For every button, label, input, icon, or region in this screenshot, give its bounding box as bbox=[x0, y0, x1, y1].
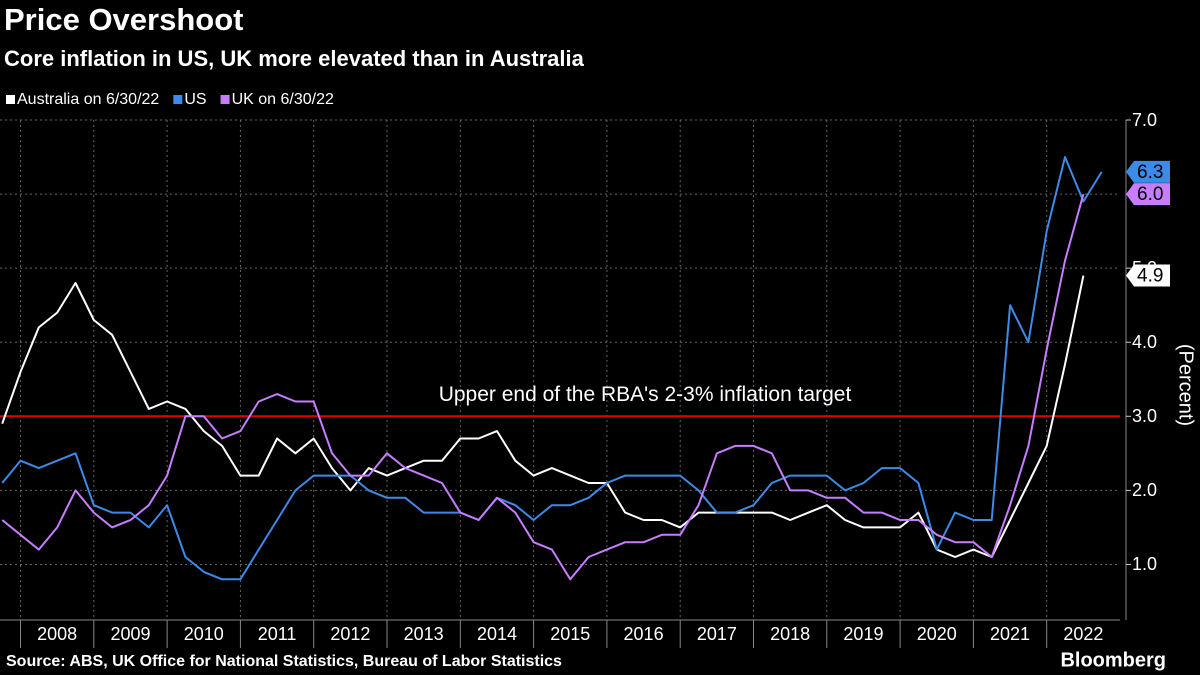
value-label: 6.0 bbox=[1137, 184, 1163, 205]
y-tick-label: 7.0 bbox=[1132, 110, 1157, 130]
x-tick-label: 2017 bbox=[697, 624, 737, 644]
y-tick-label: 2.0 bbox=[1132, 480, 1157, 500]
x-tick-label: 2009 bbox=[110, 624, 150, 644]
legend-label: US bbox=[184, 91, 206, 108]
legend-label: Australia on 6/30/22 bbox=[17, 91, 159, 108]
source: Source: ABS, UK Office for National Stat… bbox=[6, 653, 562, 670]
x-tick-label: 2011 bbox=[258, 624, 297, 644]
value-label: 4.9 bbox=[1137, 266, 1163, 287]
legend-label: UK on 6/30/22 bbox=[232, 91, 334, 108]
x-tick-label: 2022 bbox=[1063, 624, 1103, 644]
brand: Bloomberg bbox=[1060, 649, 1166, 671]
legend-swatch bbox=[6, 95, 15, 104]
x-tick-label: 2019 bbox=[843, 624, 883, 644]
value-flag bbox=[1126, 160, 1170, 183]
x-tick-label: 2012 bbox=[330, 624, 370, 644]
y-tick-label: 3.0 bbox=[1132, 406, 1157, 426]
x-tick-label: 2021 bbox=[990, 624, 1030, 644]
chart-title: Price Overshoot bbox=[4, 2, 243, 37]
x-tick-label: 2016 bbox=[624, 624, 664, 644]
value-flag bbox=[1126, 264, 1170, 287]
value-flag bbox=[1126, 183, 1170, 206]
series-line bbox=[1, 156, 1103, 581]
x-tick-label: 2020 bbox=[917, 624, 957, 644]
x-tick-label: 2010 bbox=[184, 624, 224, 644]
legend-swatch bbox=[220, 95, 230, 104]
x-tick-label: 2014 bbox=[477, 624, 517, 644]
legend-swatch bbox=[173, 95, 183, 104]
series-line bbox=[1, 193, 1085, 581]
x-tick-label: 2013 bbox=[404, 624, 444, 644]
x-tick-label: 2018 bbox=[770, 624, 810, 644]
y-tick-label: 1.0 bbox=[1132, 554, 1157, 574]
y-tick-label: 4.0 bbox=[1132, 332, 1157, 352]
chart-subtitle: Core inflation in US, UK more elevated t… bbox=[4, 46, 585, 71]
x-tick-label: 2008 bbox=[37, 624, 77, 644]
value-label: 6.3 bbox=[1137, 162, 1163, 183]
x-tick-label: 2015 bbox=[550, 624, 590, 644]
y-axis-label: (Percent) bbox=[1175, 344, 1197, 426]
series-line bbox=[1, 275, 1085, 558]
annotation: Upper end of the RBA's 2-3% inflation ta… bbox=[439, 383, 852, 406]
